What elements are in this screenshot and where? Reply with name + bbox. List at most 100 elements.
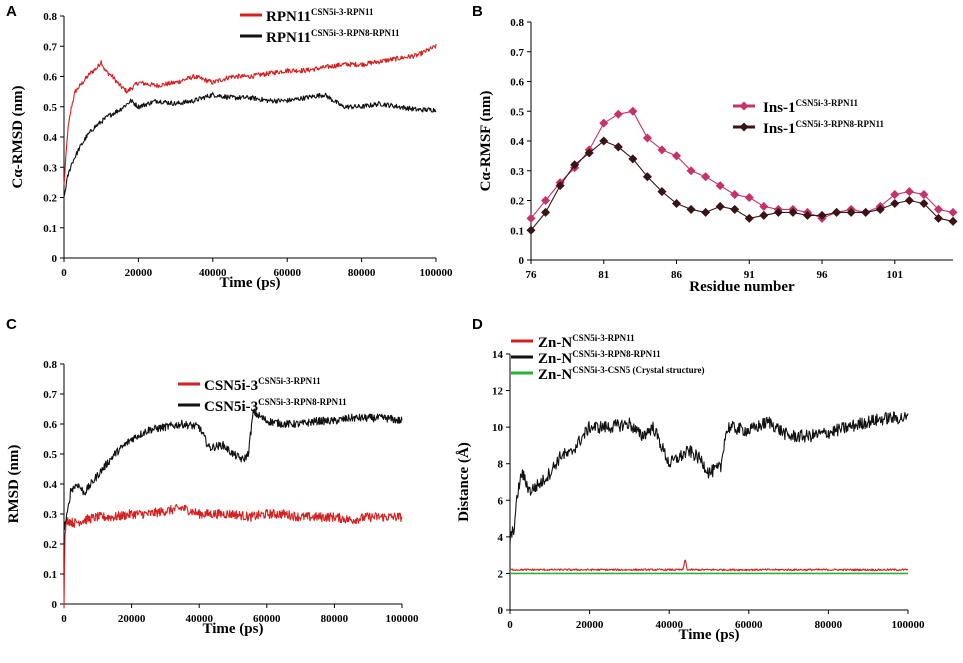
panel-d: D 0 2 4 6 8 10 12 14 0 20000 40000 60000 80000 100000 T… xyxy=(456,316,925,643)
legend-label: Zn-NCSN5i-3-RPN8-RPN11 xyxy=(538,349,661,367)
y-tick-label: 0 xyxy=(498,605,504,617)
y-tick-label: 0.4 xyxy=(43,132,57,144)
legend-name: CSN5i-3 xyxy=(204,378,258,394)
data-point-marker xyxy=(832,207,842,217)
data-point-marker xyxy=(759,201,769,211)
legend-superscript: CSN5i-3-RPN11 xyxy=(311,7,374,17)
series-line xyxy=(509,559,908,572)
series-line xyxy=(63,408,403,531)
x-tick-label: 100000 xyxy=(420,267,454,279)
legend-superscript: CSN5i-3-CSN5 (Crystal structure) xyxy=(572,365,704,375)
legend-label: Ins-1CSN5i-3-RPN8-RPN11 xyxy=(763,119,885,137)
y-tick-label: 0.1 xyxy=(510,225,524,237)
panel-b: B 0 0.1 0.2 0.3 0.4 0.5 0.6 0.7 0.8 76 81 86 91 96 101 R… xyxy=(472,3,958,295)
x-tick-label: 80000 xyxy=(815,619,843,631)
x-tick-label: 20000 xyxy=(125,267,153,279)
x-tick-label: 40000 xyxy=(185,613,213,625)
legend-name: CSN5i-3 xyxy=(204,399,258,415)
y-tick-label: 12 xyxy=(492,386,504,398)
data-point-marker xyxy=(730,190,740,200)
y-tick-label: 0.8 xyxy=(43,11,57,23)
y-tick-label: 0.8 xyxy=(510,17,524,29)
legend-label: RPN11CSN5i-3-RPN11 xyxy=(266,7,374,25)
data-point-marker xyxy=(671,151,682,161)
legend-label: CSN5i-3CSN5i-3-RPN8-RPN11 xyxy=(204,397,347,415)
data-point-marker xyxy=(541,207,551,217)
y-tick-label: 0.3 xyxy=(510,166,524,178)
y-tick-label: 6 xyxy=(498,495,504,507)
y-tick-label: 0.1 xyxy=(43,223,57,235)
legend-marker xyxy=(739,122,749,132)
x-axis-title: Time (ps) xyxy=(220,275,281,291)
x-tick-label: 60000 xyxy=(253,613,281,625)
data-point-marker xyxy=(948,216,958,226)
x-tick-label: 20000 xyxy=(576,619,604,631)
x-tick-label: 100000 xyxy=(892,619,926,631)
x-axis-title: Time (ps) xyxy=(203,621,264,637)
x-tick-label: 101 xyxy=(887,269,904,281)
y-tick-label: 0.5 xyxy=(510,106,524,118)
y-tick-label: 4 xyxy=(498,532,504,544)
x-tick-label: 0 xyxy=(507,619,513,631)
x-tick-label: 86 xyxy=(671,269,683,281)
legend-name: Zn-N xyxy=(538,367,572,383)
data-point-marker xyxy=(570,160,580,170)
data-point-marker xyxy=(613,109,623,119)
legend-label: Zn-NCSN5i-3-RPN11 xyxy=(538,333,635,351)
panel-letter: D xyxy=(472,316,483,333)
panel-letter: C xyxy=(6,316,17,333)
x-tick-label: 20000 xyxy=(118,613,146,625)
legend-name: Zn-N xyxy=(538,335,572,351)
x-tick-label: 91 xyxy=(744,269,755,281)
data-point-marker xyxy=(628,106,638,116)
legend-superscript: CSN5i-3-RPN8-RPN11 xyxy=(796,119,885,129)
series-line xyxy=(63,43,437,185)
y-tick-label: 0.7 xyxy=(43,389,57,401)
data-point-marker xyxy=(599,118,609,128)
panel-letter: A xyxy=(6,3,17,20)
x-tick-label: 80000 xyxy=(348,267,376,279)
y-tick-label: 0 xyxy=(519,255,525,267)
y-tick-label: 0.2 xyxy=(510,196,524,208)
x-tick-label: 80000 xyxy=(321,613,349,625)
y-tick-label: 0.1 xyxy=(43,569,57,581)
panel-a: A 0 0.1 0.2 0.3 0.4 0.5 0.6 0.7 0.8 0 20000 40000 600… xyxy=(6,3,453,291)
legend-label: Zn-NCSN5i-3-CSN5 (Crystal structure) xyxy=(538,365,705,383)
legend-name: Ins-1 xyxy=(763,121,796,137)
data-point-marker xyxy=(948,207,958,217)
data-point-marker xyxy=(715,181,725,191)
legend-label: RPN11CSN5i-3-RPN8-RPN11 xyxy=(266,28,400,46)
data-point-marker xyxy=(744,213,754,223)
y-tick-label: 0.6 xyxy=(510,77,524,89)
y-axis-title: Distance (Å) xyxy=(456,442,472,522)
y-tick-label: 0.4 xyxy=(43,479,57,491)
legend-name: Ins-1 xyxy=(763,100,796,116)
legend-name: RPN11 xyxy=(266,9,311,25)
legend-name: RPN11 xyxy=(266,30,311,46)
data-point-marker xyxy=(904,187,914,197)
series-line xyxy=(530,140,954,231)
legend-label: Ins-1CSN5i-3-RPN11 xyxy=(763,98,859,116)
y-tick-label: 0.3 xyxy=(43,509,57,521)
y-tick-label: 0.3 xyxy=(43,162,57,174)
y-tick-label: 10 xyxy=(492,422,504,434)
panel-letter: B xyxy=(472,3,483,20)
y-tick-label: 0.7 xyxy=(510,47,524,59)
x-axis-title: Time (ps) xyxy=(679,627,740,643)
legend-superscript: CSN5i-3-RPN8-RPN11 xyxy=(311,28,400,38)
x-tick-label: 0 xyxy=(61,613,67,625)
x-tick-label: 96 xyxy=(817,269,829,281)
data-point-marker xyxy=(861,207,871,217)
panel-c: C 0 0.1 0.2 0.3 0.4 0.5 0.6 0.7 0.8 0 20000 40000 600… xyxy=(6,316,419,637)
series-line xyxy=(63,503,403,609)
y-tick-label: 0.5 xyxy=(43,449,57,461)
legend-superscript: CSN5i-3-RPN11 xyxy=(258,376,321,386)
y-tick-label: 0.6 xyxy=(43,72,57,84)
data-point-marker xyxy=(541,195,551,206)
data-point-marker xyxy=(759,210,769,220)
legend-superscript: CSN5i-3-RPN8-RPN11 xyxy=(572,349,661,359)
data-point-marker xyxy=(890,198,900,209)
data-point-marker xyxy=(671,198,682,209)
data-point-marker xyxy=(701,172,711,182)
